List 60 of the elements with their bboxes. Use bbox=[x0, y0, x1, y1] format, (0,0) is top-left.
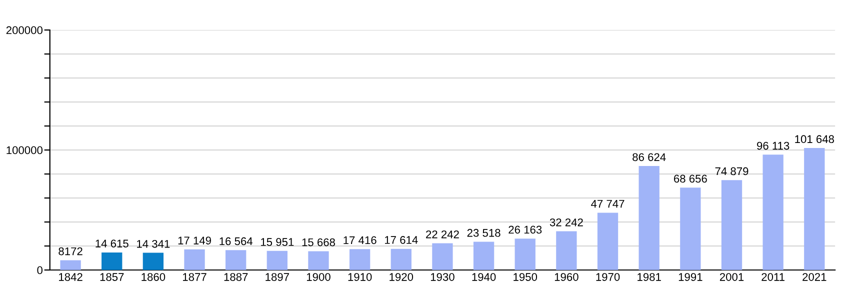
data-label: 86 624 bbox=[632, 153, 666, 162]
bar bbox=[432, 243, 453, 270]
x-tick-label: 1910 bbox=[348, 273, 372, 281]
x-tick-label: 1857 bbox=[100, 273, 124, 281]
bar bbox=[597, 212, 618, 270]
data-label: 17 149 bbox=[178, 236, 211, 244]
bar bbox=[556, 231, 577, 270]
x-tick-label: 2021 bbox=[802, 273, 826, 281]
data-label: 68 656 bbox=[674, 174, 707, 183]
data-label: 32 242 bbox=[550, 218, 583, 226]
x-tick-label: 2011 bbox=[762, 273, 784, 281]
x-tick-label: 1877 bbox=[183, 273, 206, 281]
data-label: 15 951 bbox=[261, 238, 294, 246]
x-tick-label: 1887 bbox=[224, 273, 248, 281]
bar bbox=[266, 250, 288, 270]
bar bbox=[60, 260, 81, 270]
x-tick-label: 1860 bbox=[142, 273, 166, 281]
bar bbox=[390, 248, 412, 270]
x-tick-label: 1981 bbox=[638, 273, 661, 281]
bar bbox=[804, 148, 825, 270]
bar bbox=[102, 252, 122, 270]
x-tick-label: 2001 bbox=[720, 273, 744, 281]
x-tick-label: 1970 bbox=[596, 273, 620, 281]
bar bbox=[184, 249, 205, 270]
data-label: 23 518 bbox=[467, 228, 500, 237]
bar bbox=[680, 188, 701, 270]
x-tick-label: 1920 bbox=[390, 273, 414, 281]
bar bbox=[638, 166, 660, 270]
y-tick-label: 100000 bbox=[6, 146, 43, 154]
data-label: 96 113 bbox=[757, 142, 790, 150]
data-label: 101 648 bbox=[795, 135, 834, 144]
bar bbox=[762, 154, 784, 270]
data-label: 17 416 bbox=[344, 236, 376, 244]
bar bbox=[226, 250, 246, 270]
x-tick-label: 1930 bbox=[430, 273, 454, 281]
x-tick-label: 1950 bbox=[514, 273, 538, 281]
x-tick-label: 1842 bbox=[59, 273, 82, 281]
data-label: 22 242 bbox=[426, 230, 459, 238]
bar bbox=[349, 249, 370, 270]
data-label: 16 564 bbox=[220, 237, 253, 246]
data-label: 47 747 bbox=[591, 200, 624, 208]
bar bbox=[514, 238, 536, 270]
bar bbox=[721, 180, 742, 270]
data-label: 26 163 bbox=[508, 226, 542, 234]
data-label: 74 879 bbox=[715, 167, 748, 176]
bar bbox=[142, 252, 164, 270]
x-tick-label: 1960 bbox=[554, 273, 578, 281]
data-label: 17 614 bbox=[385, 236, 418, 244]
data-label: 14 615 bbox=[96, 240, 128, 248]
bar bbox=[473, 242, 494, 270]
bar bbox=[308, 251, 329, 270]
x-tick-label: 1900 bbox=[306, 273, 330, 281]
y-tick-label: 200000 bbox=[6, 26, 43, 34]
y-tick-label: 0 bbox=[37, 266, 42, 274]
x-tick-label: 1897 bbox=[266, 273, 289, 281]
x-tick-label: 1991 bbox=[678, 273, 702, 281]
data-label: 14 341 bbox=[137, 240, 170, 248]
x-tick-label: 1940 bbox=[472, 273, 496, 281]
data-label: 15 668 bbox=[302, 238, 336, 246]
data-label: 8172 bbox=[58, 247, 82, 256]
